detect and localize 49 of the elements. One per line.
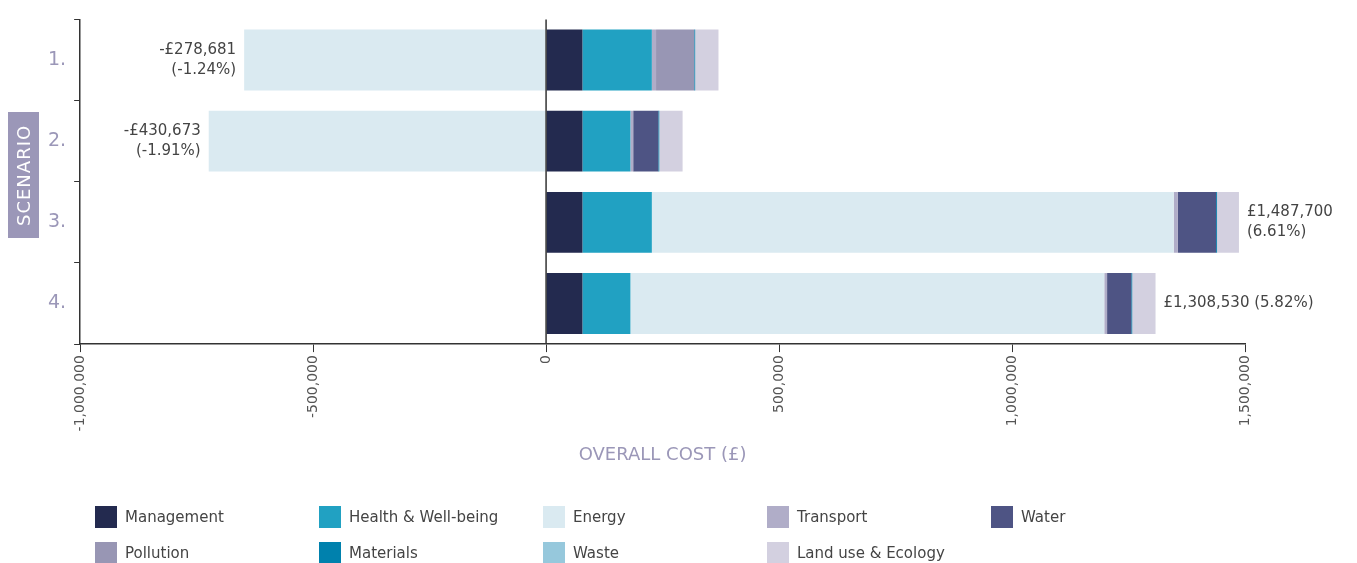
x-tick-label: 1,000,000 [1002, 355, 1019, 427]
bar [656, 29, 695, 91]
bar [244, 29, 546, 91]
legend-label: Energy [573, 508, 626, 526]
x-tick-label: -500,000 [303, 355, 320, 419]
annotation: -£430,673 (-1.91%) [123, 121, 201, 160]
bar [630, 110, 634, 172]
bar [659, 110, 683, 172]
bar [651, 29, 657, 91]
bar [630, 273, 1105, 334]
legend-label: Management [125, 508, 224, 526]
y-tick-label: 1. [47, 46, 67, 69]
y-tick-label: 2. [47, 128, 67, 151]
bar [208, 110, 546, 172]
text: £1,487,700 (6.61%) [1246, 202, 1333, 241]
bar [546, 191, 583, 253]
bar [1217, 191, 1239, 253]
y-tick-label: 3. [47, 209, 67, 232]
legend-label: Waste [573, 544, 619, 562]
bar [1177, 191, 1217, 253]
y-axis-title: SCENARIO [8, 112, 39, 238]
bar [546, 273, 583, 334]
bar [582, 273, 631, 334]
annotation: -£278,681 (-1.24%) [159, 39, 237, 78]
bar [633, 110, 659, 172]
bar [1173, 191, 1178, 253]
bar [1132, 273, 1156, 334]
x-tick-label: 0 [536, 355, 553, 365]
bar [546, 29, 583, 91]
bar [1107, 273, 1132, 334]
x-axis-title: OVERALL COST (£) [578, 442, 747, 464]
legend-label: Materials [349, 544, 418, 562]
bar [651, 191, 1174, 253]
x-tick-label: 1,500,000 [1235, 355, 1252, 427]
bar [582, 191, 652, 253]
legend-label: Transport [797, 508, 868, 526]
bar [546, 110, 583, 172]
x-tick-label: 500,000 [769, 355, 786, 413]
bar [695, 29, 719, 91]
legend-label: Pollution [125, 544, 190, 562]
legend-label: Land use & Ecology [797, 544, 945, 562]
annotation: £1,308,530 (5.82%) [1163, 293, 1314, 312]
legend-label: Water [1021, 508, 1066, 526]
bar [582, 110, 631, 172]
bar [582, 29, 652, 91]
y-tick-label: 4. [47, 290, 67, 313]
bar [1104, 273, 1108, 334]
legend-label: Health & Well-being [349, 508, 499, 526]
x-tick-label: -1,000,000 [70, 355, 87, 432]
